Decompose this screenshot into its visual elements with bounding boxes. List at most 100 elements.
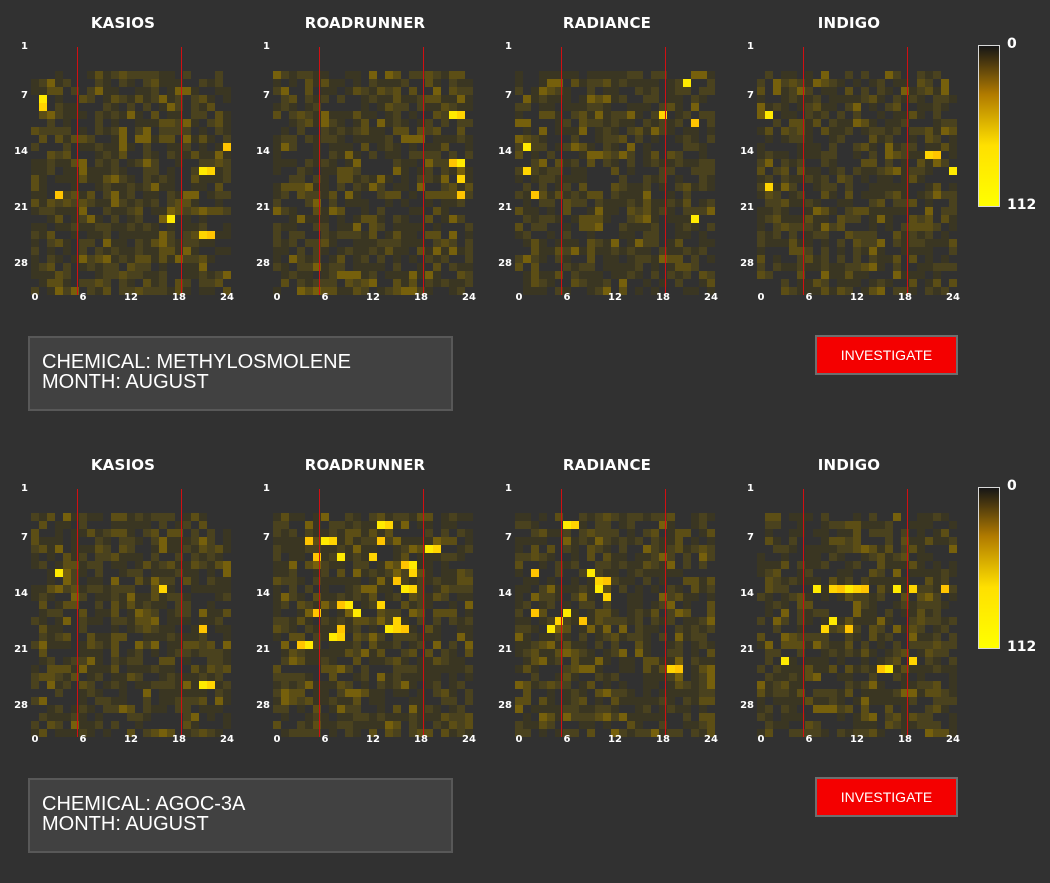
heatmap-cell [821,521,829,529]
heatmap-cell [667,585,675,593]
heatmap-cell [539,111,547,119]
heatmap-cell [31,529,39,537]
heatmap-cell [71,585,79,593]
heatmap-cell [393,191,401,199]
heatmap-cell [167,729,175,737]
heatmap-cell [321,127,329,135]
heatmap-cell [683,159,691,167]
heatmap-cell [127,705,135,713]
heatmap-cell [425,151,433,159]
heatmap-cell [845,649,853,657]
heatmap-cell [167,513,175,521]
heatmap-cell [949,713,957,721]
heatmap-cell [571,263,579,271]
heatmap-cell [337,649,345,657]
heatmap-cell [781,601,789,609]
heatmap-cell [151,529,159,537]
heatmap-cell [659,673,667,681]
heatmap-cell [925,633,933,641]
heatmap-grid [31,47,231,295]
heatmap-cell [127,593,135,601]
heatmap-cell [465,95,473,103]
heatmap-cell [103,239,111,247]
heatmap-cell [313,119,321,127]
heatmap-cell [571,585,579,593]
heatmap-cell [797,673,805,681]
heatmap-cell [321,95,329,103]
heatmap-cell [757,255,765,263]
heatmap-cell [885,183,893,191]
heatmap-cell [127,175,135,183]
heatmap-cell [47,279,55,287]
heatmap-cell [667,681,675,689]
heatmap-cell [539,561,547,569]
heatmap-cell [707,79,715,87]
heatmap-cell [425,521,433,529]
heatmap-cell [821,665,829,673]
heatmap-cell [441,111,449,119]
heatmap-cell [191,689,199,697]
heatmap-cell [757,111,765,119]
heatmap-cell [119,593,127,601]
heatmap-cell [297,513,305,521]
heatmap-cell [901,585,909,593]
heatmap-cell [611,569,619,577]
heatmap-cell [425,513,433,521]
heatmap-cell [95,649,103,657]
heatmap-cell [789,127,797,135]
investigate-button[interactable]: INVESTIGATE [815,335,958,375]
heatmap-cell [39,223,47,231]
heatmap-cell [813,287,821,295]
heatmap-cell [675,151,683,159]
heatmap-cell [39,159,47,167]
heatmap-cell [933,191,941,199]
heatmap-cell [71,103,79,111]
heatmap-cell [63,199,71,207]
heatmap-cell [457,577,465,585]
heatmap-cell [289,215,297,223]
heatmap-cell [635,569,643,577]
heatmap-cell [361,111,369,119]
heatmap-cell [401,545,409,553]
heatmap-cell [223,119,231,127]
investigate-button[interactable]: INVESTIGATE [815,777,958,817]
heatmap-cell [901,601,909,609]
heatmap-cell [433,617,441,625]
heatmap-cell [425,167,433,175]
heatmap-cell [55,529,63,537]
heatmap-cell [465,729,473,737]
heatmap-cell [305,239,313,247]
heatmap-cell [199,135,207,143]
heatmap-cell [949,279,957,287]
heatmap-cell [917,271,925,279]
heatmap-cell [111,215,119,223]
x-tick-label: 0 [273,734,281,745]
heatmap-cell [305,521,313,529]
heatmap-cell [571,167,579,175]
heatmap-cell [869,681,877,689]
heatmap-cell [789,87,797,95]
heatmap-cell [63,263,71,271]
heatmap-cell [345,127,353,135]
heatmap-cell [167,673,175,681]
heatmap-cell [523,127,531,135]
heatmap-cell [305,287,313,295]
heatmap-cell [877,569,885,577]
heatmap-cell [55,641,63,649]
heatmap-cell [289,223,297,231]
heatmap-cell [71,135,79,143]
heatmap-cell [667,521,675,529]
heatmap-cell [781,673,789,681]
heatmap-cell [765,215,773,223]
heatmap-cell [329,207,337,215]
heatmap-cell [579,95,587,103]
heatmap-cell [305,641,313,649]
heatmap-cell [425,673,433,681]
heatmap-cell [789,705,797,713]
heatmap-cell [587,223,595,231]
color-scale-legend [978,45,1000,207]
heatmap-cell [305,529,313,537]
heatmap-cell [313,681,321,689]
heatmap-cell [797,103,805,111]
heatmap-cell [781,199,789,207]
